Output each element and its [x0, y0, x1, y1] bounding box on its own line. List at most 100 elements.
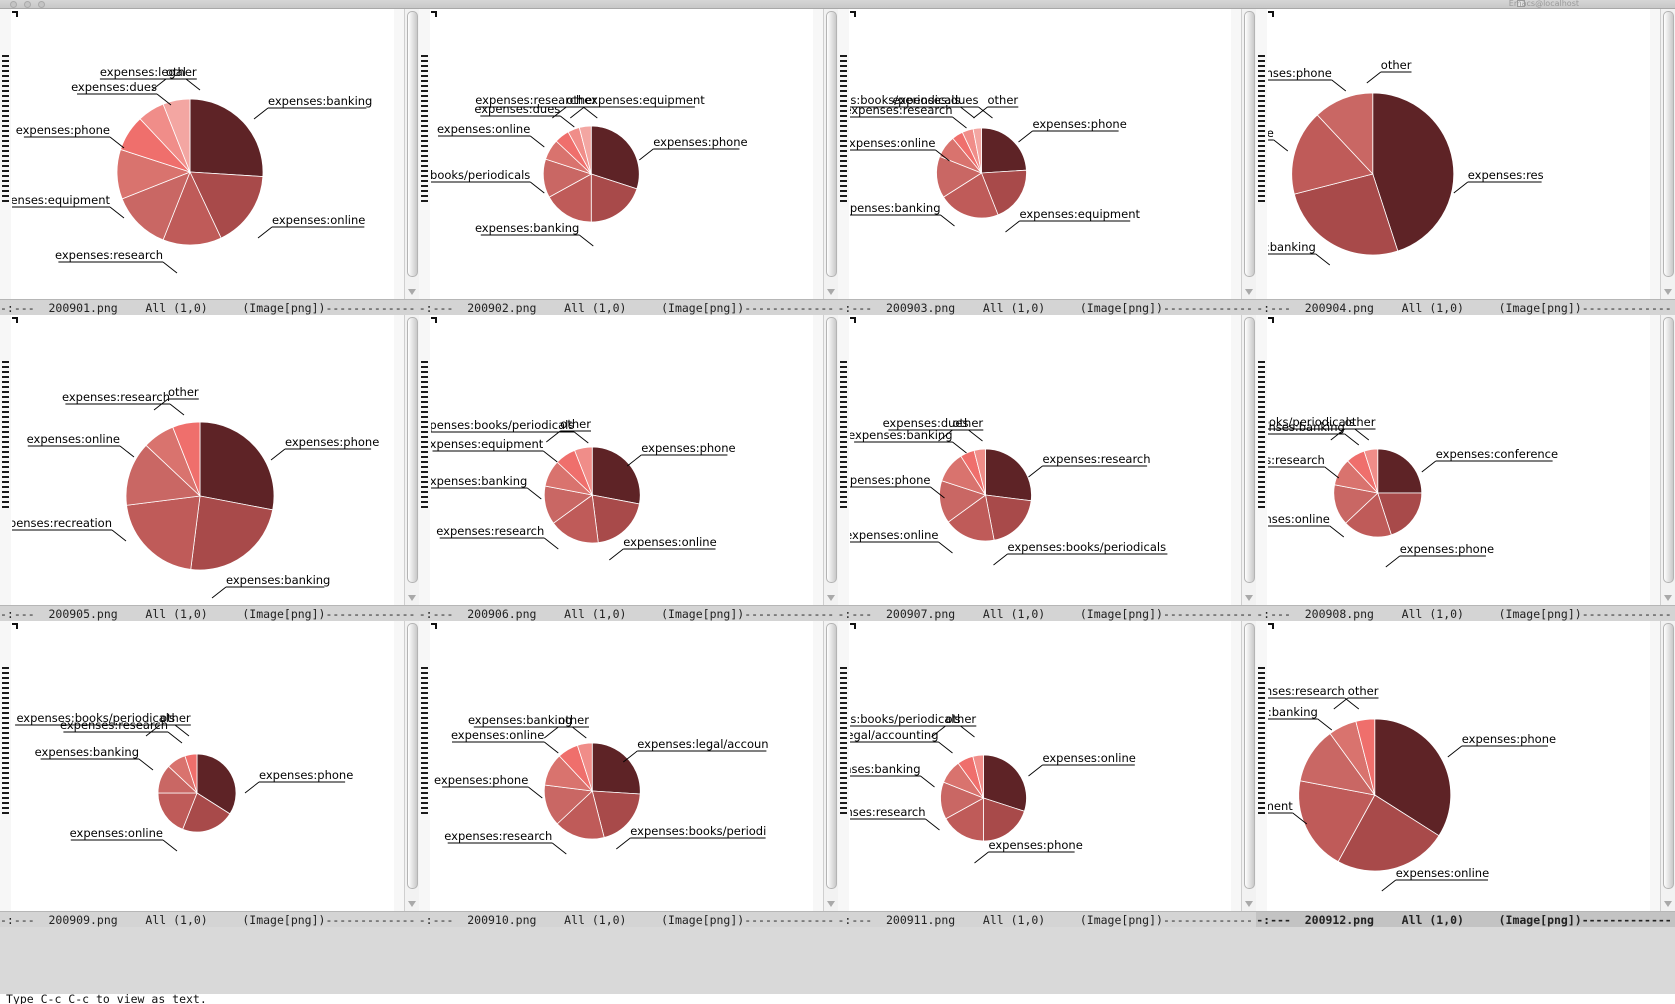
scroll-down-icon[interactable] [1664, 901, 1672, 907]
emacs-window-200904[interactable]: other expenses:res expenses:banking expense… [1256, 9, 1675, 315]
image-buffer[interactable]: expenses:phone expenses:banking expenses:r… [0, 315, 419, 605]
mode-line-gap-2 [208, 606, 243, 621]
emacs-window-200901[interactable]: expenses:banking expenses:online expenses:… [0, 9, 419, 315]
vertical-scrollbar[interactable] [822, 621, 838, 911]
mode-line-position: All (1,0) [564, 301, 627, 315]
vertical-scrollbar[interactable] [1660, 9, 1675, 299]
emacs-window-200909[interactable]: expenses:phone expenses:online expenses:ba… [0, 621, 419, 927]
emacs-window-200903[interactable]: expenses:phone expenses:equipment expenses… [837, 9, 1257, 315]
emacs-window-200910[interactable]: expenses:legal/accoun expenses:books/peri… [418, 621, 838, 927]
image-buffer[interactable]: expenses:phone expenses:online expenses:re… [418, 315, 838, 605]
emacs-window-200908[interactable]: expenses:conference expenses:phone expense… [1256, 315, 1675, 621]
pie-chart: expenses:phone expenses:online xpenses:equ… [1268, 621, 1649, 911]
mode-line[interactable]: -:--- 200903.png All (1,0) (Image[png])-… [837, 299, 1257, 315]
image-buffer[interactable]: expenses:phone expenses:online xpenses:equ… [1256, 621, 1675, 911]
image-buffer[interactable]: expenses:legal/accoun expenses:books/peri… [418, 621, 838, 911]
minimize-icon[interactable] [24, 1, 31, 8]
scroll-down-icon[interactable] [1664, 289, 1672, 295]
emacs-window-200907[interactable]: expenses:research expenses:books/periodic… [837, 315, 1257, 621]
vertical-scrollbar[interactable] [1660, 621, 1675, 911]
scrollbar-thumb[interactable] [825, 317, 837, 583]
svg-text:expenses:banking: expenses:banking [226, 573, 330, 587]
mode-line-gap-2 [1045, 912, 1080, 927]
vertical-scrollbar[interactable] [403, 315, 419, 605]
window-controls[interactable] [10, 1, 45, 8]
mode-line[interactable]: -:--- 200904.png All (1,0) (Image[png])-… [1256, 299, 1675, 315]
scrollbar-thumb[interactable] [825, 11, 837, 277]
scrollbar-thumb[interactable] [1663, 11, 1674, 277]
scroll-down-icon[interactable] [1245, 901, 1254, 907]
svg-text:expenses:banking: expenses:banking [468, 713, 572, 727]
scrollbar-thumb[interactable] [1663, 623, 1674, 889]
minibuffer[interactable]: Type C-c C-c to view as text. [0, 994, 1675, 1004]
scrollbar-thumb[interactable] [406, 317, 418, 583]
pie-chart: expenses:online expenses:phone expenses:re… [849, 621, 1231, 911]
svg-text:expenses:equipment: expenses:equipment [1019, 207, 1140, 221]
left-fringe [0, 9, 11, 299]
mode-line[interactable]: -:--- 200912.png All (1,0) (Image[png])-… [1256, 911, 1675, 927]
mode-line[interactable]: -:--- 200911.png All (1,0) (Image[png])-… [837, 911, 1257, 927]
svg-text:expenses:dues: expenses:dues [882, 416, 968, 430]
emacs-window-200906[interactable]: expenses:phone expenses:online expenses:re… [418, 315, 838, 621]
window-title: Emacs@localhost [1508, 0, 1579, 8]
mode-line-gap-2 [1464, 300, 1499, 315]
scroll-down-icon[interactable] [407, 595, 416, 601]
scrollbar-thumb[interactable] [406, 623, 418, 889]
vertical-scrollbar[interactable] [1241, 9, 1257, 299]
vertical-scrollbar[interactable] [822, 9, 838, 299]
svg-text:expenses:banking: expenses:banking [268, 94, 372, 108]
scrollbar-thumb[interactable] [1244, 11, 1256, 277]
mode-line[interactable]: -:--- 200908.png All (1,0) (Image[png])-… [1256, 605, 1675, 621]
scrollbar-thumb[interactable] [1244, 317, 1256, 583]
mode-line[interactable]: -:--- 200910.png All (1,0) (Image[png])-… [418, 911, 838, 927]
buffer-corner-marker [1268, 623, 1275, 629]
emacs-window-200902[interactable]: expenses:phone expenses:banking enses:book… [418, 9, 838, 315]
maximize-icon[interactable] [38, 1, 45, 8]
vertical-scrollbar[interactable] [403, 621, 419, 911]
mode-line-filler: ------------- [325, 607, 416, 621]
mode-line-buffer-name: 200910.png [467, 913, 537, 927]
scroll-down-icon[interactable] [1245, 289, 1254, 295]
mode-line-filler: ------------- [1581, 607, 1672, 621]
mode-line[interactable]: -:--- 200902.png All (1,0) (Image[png])-… [418, 299, 838, 315]
mode-line[interactable]: -:--- 200907.png All (1,0) (Image[png])-… [837, 605, 1257, 621]
vertical-scrollbar[interactable] [1660, 315, 1675, 605]
image-buffer[interactable]: expenses:banking expenses:online expenses:… [0, 9, 419, 299]
scroll-down-icon[interactable] [1664, 595, 1672, 601]
buffer-corner-marker [12, 11, 18, 17]
image-buffer[interactable]: expenses:online expenses:phone expenses:re… [837, 621, 1257, 911]
emacs-window-200911[interactable]: expenses:online expenses:phone expenses:re… [837, 621, 1257, 927]
vertical-scrollbar[interactable] [1241, 315, 1257, 605]
scroll-down-icon[interactable] [1245, 595, 1254, 601]
mode-line[interactable]: -:--- 200905.png All (1,0) (Image[png])-… [0, 605, 419, 621]
scrollbar-thumb[interactable] [825, 623, 837, 889]
scroll-down-icon[interactable] [826, 289, 835, 295]
mode-line[interactable]: -:--- 200906.png All (1,0) (Image[png])-… [418, 605, 838, 621]
svg-text:expenses:legal/accoun: expenses:legal/accoun [637, 737, 768, 751]
svg-text:expenses:online: expenses:online [850, 136, 936, 150]
image-buffer[interactable]: expenses:phone expenses:banking enses:book… [418, 9, 838, 299]
scrollbar-thumb[interactable] [1663, 317, 1674, 583]
mode-line[interactable]: -:--- 200901.png All (1,0) (Image[png])-… [0, 299, 419, 315]
scroll-down-icon[interactable] [826, 595, 835, 601]
svg-text:expenses:banking: expenses:banking [1268, 240, 1316, 254]
image-buffer[interactable]: expenses:research expenses:books/periodic… [837, 315, 1257, 605]
scroll-down-icon[interactable] [407, 901, 416, 907]
vertical-scrollbar[interactable] [822, 315, 838, 605]
vertical-scrollbar[interactable] [1241, 621, 1257, 911]
scroll-down-icon[interactable] [826, 901, 835, 907]
vertical-scrollbar[interactable] [403, 9, 419, 299]
close-icon[interactable] [10, 1, 17, 8]
scroll-down-icon[interactable] [407, 289, 416, 295]
emacs-window-200905[interactable]: expenses:phone expenses:banking expenses:r… [0, 315, 419, 621]
image-buffer[interactable]: other expenses:res expenses:banking expense… [1256, 9, 1675, 299]
mode-line[interactable]: -:--- 200909.png All (1,0) (Image[png])-… [0, 911, 419, 927]
image-buffer[interactable]: expenses:conference expenses:phone expense… [1256, 315, 1675, 605]
buffer-corner-marker [849, 623, 856, 629]
image-buffer[interactable]: expenses:phone expenses:online expenses:ba… [0, 621, 419, 911]
emacs-window-200912[interactable]: expenses:phone expenses:online xpenses:equ… [1256, 621, 1675, 927]
image-buffer[interactable]: expenses:phone expenses:equipment expenses… [837, 9, 1257, 299]
truncation-marks-icon [1258, 667, 1266, 817]
scrollbar-thumb[interactable] [1244, 623, 1256, 889]
scrollbar-thumb[interactable] [406, 11, 418, 277]
